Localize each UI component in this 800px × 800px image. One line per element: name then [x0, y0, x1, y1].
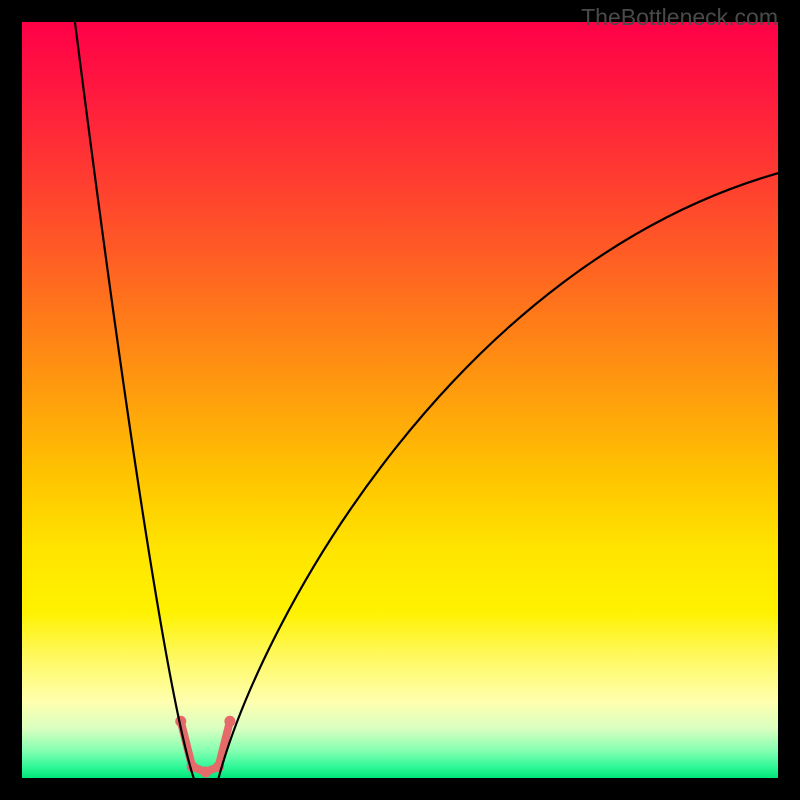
chart-container: { "source": { "watermark_text": "TheBott… — [0, 0, 800, 800]
bottleneck-chart — [0, 0, 800, 800]
watermark-text: TheBottleneck.com — [581, 4, 778, 31]
